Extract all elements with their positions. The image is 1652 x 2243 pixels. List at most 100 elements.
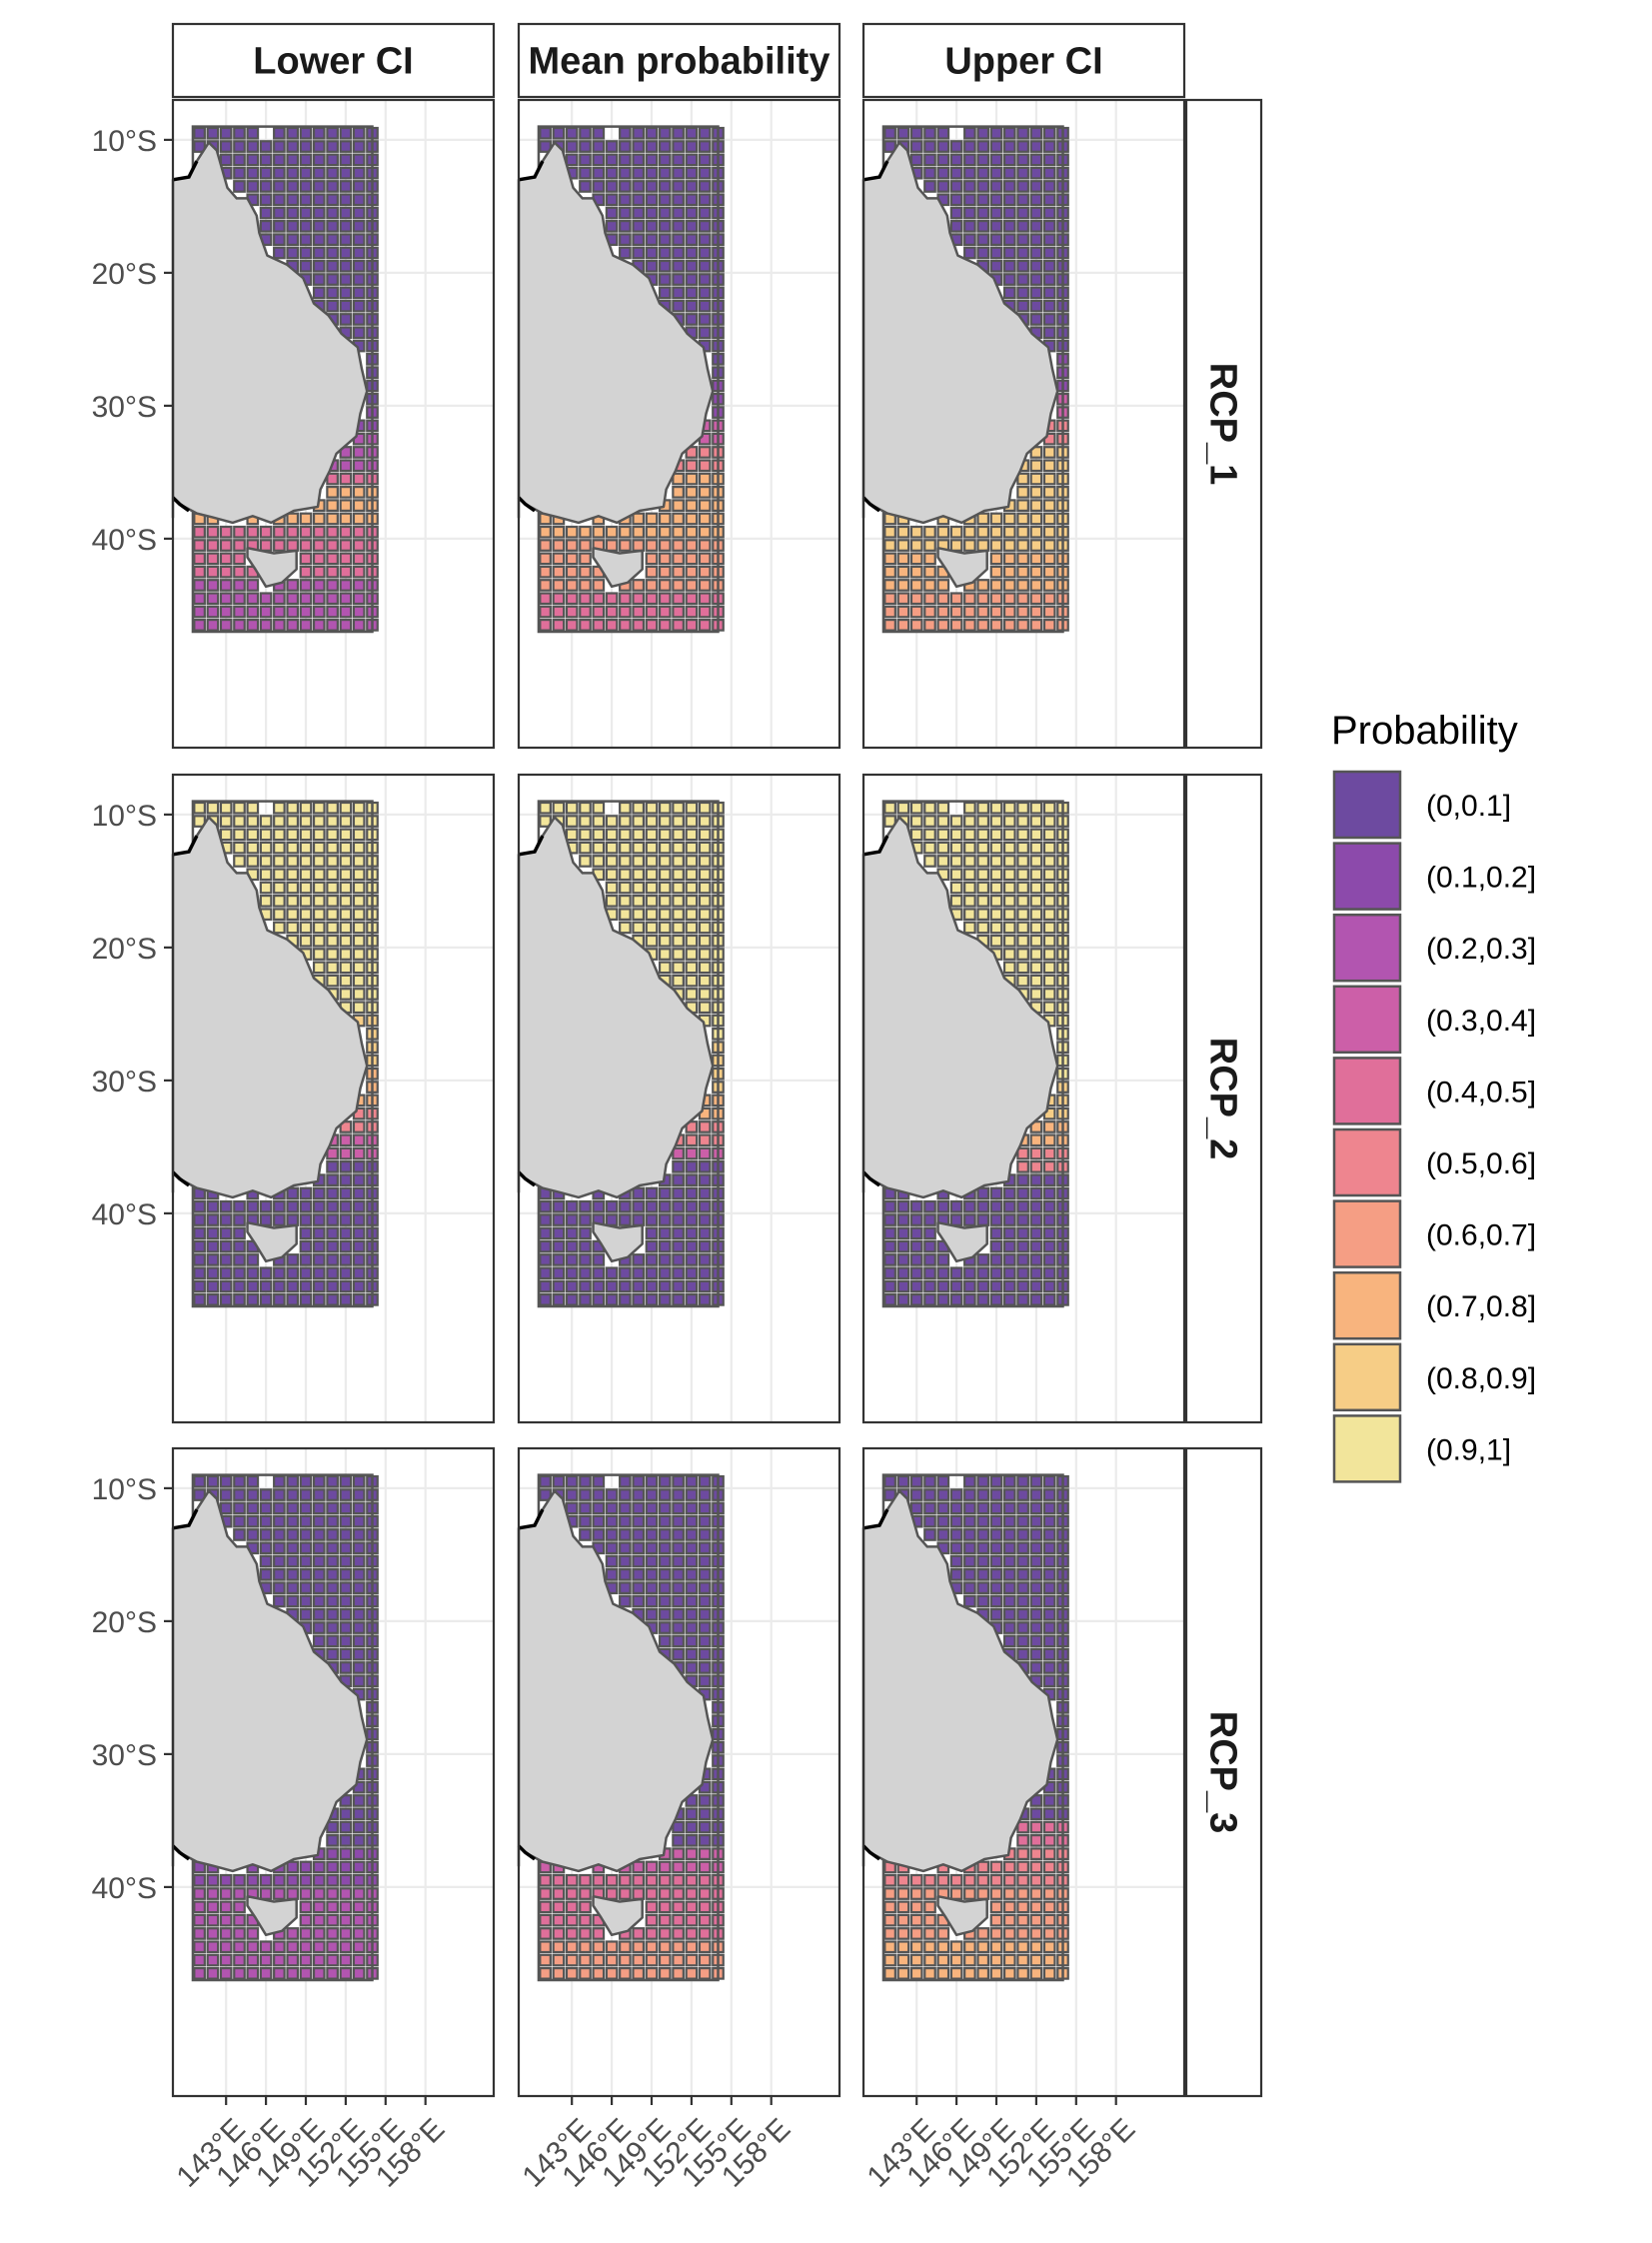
grid-cell — [605, 539, 619, 552]
grid-cell — [299, 1581, 313, 1595]
grid-cell — [936, 618, 950, 632]
grid-cell — [273, 539, 286, 552]
grid-cell — [698, 1661, 712, 1674]
grid-cell — [219, 140, 233, 153]
grid-cell — [883, 126, 896, 140]
grid-cell — [698, 1940, 712, 1954]
grid-cell — [896, 1266, 910, 1280]
grid-cell — [949, 881, 963, 895]
grid-cell — [658, 1913, 672, 1927]
grid-cell — [312, 220, 326, 233]
grid-cell — [619, 126, 632, 140]
grid-cell — [219, 1501, 233, 1515]
grid-cell — [936, 1474, 950, 1488]
grid-cell — [685, 539, 699, 552]
grid-cell — [1016, 1913, 1029, 1927]
grid-cell — [1029, 1226, 1043, 1240]
grid-cell — [658, 1634, 672, 1648]
grid-cell — [312, 552, 326, 566]
grid-cell — [246, 592, 260, 606]
grid-cell — [698, 1159, 712, 1173]
grid-cell — [206, 1213, 220, 1226]
grid-cell — [923, 1199, 936, 1213]
grid-cell — [698, 193, 712, 207]
grid-cell — [592, 1873, 606, 1887]
grid-cell — [273, 605, 286, 619]
grid-cell — [632, 828, 646, 842]
grid-cell — [565, 815, 579, 828]
grid-cell — [963, 1292, 976, 1306]
grid-cell — [883, 539, 896, 552]
grid-cell — [923, 841, 936, 855]
grid-cell — [352, 1213, 366, 1226]
panel-border — [861, 773, 1186, 1424]
grid-cell — [193, 1966, 206, 1980]
grid-cell — [909, 801, 923, 815]
grid-cell — [259, 1873, 273, 1887]
grid-cell — [949, 193, 963, 207]
grid-cell — [352, 1873, 366, 1887]
grid-cell — [1029, 565, 1043, 579]
grid-cell — [698, 539, 712, 552]
grid-cell — [672, 259, 685, 273]
grid-cell — [976, 1873, 990, 1887]
grid-cell — [339, 1146, 353, 1160]
grid-cell — [883, 1253, 896, 1266]
y-tick-label: 10°S — [92, 800, 157, 833]
grid-cell — [1016, 1146, 1029, 1160]
grid-cell — [658, 233, 672, 246]
grid-cell — [949, 1873, 963, 1887]
grid-cell — [949, 166, 963, 180]
grid-cell — [672, 1186, 685, 1200]
grid-cell — [1002, 618, 1016, 632]
grid-cell — [949, 153, 963, 167]
grid-cell — [339, 459, 353, 473]
grid-cell — [565, 1279, 579, 1293]
grid-cell — [698, 605, 712, 619]
grid-cell — [989, 166, 1003, 180]
grid-cell — [672, 1581, 685, 1595]
grid-cell — [963, 855, 976, 868]
grid-cell — [1042, 961, 1056, 975]
grid-cell — [923, 1528, 936, 1541]
grid-cell — [672, 1226, 685, 1240]
grid-cell — [605, 1292, 619, 1306]
grid-cell — [963, 180, 976, 193]
grid-cell — [579, 1292, 592, 1306]
legend-key — [1332, 1127, 1402, 1197]
grid-cell — [1016, 539, 1029, 552]
grid-cell — [259, 1887, 273, 1900]
grid-cell — [552, 525, 566, 539]
grid-cell — [352, 166, 366, 180]
grid-cell — [273, 881, 286, 895]
grid-cell — [605, 828, 619, 842]
grid-cell — [273, 1514, 286, 1528]
grid-cell — [605, 855, 619, 868]
grid-cell — [552, 1474, 566, 1488]
grid-cell — [326, 974, 339, 988]
grid-cell — [1016, 592, 1029, 606]
tasmania-shape — [936, 1894, 988, 1937]
facet-strips: Lower CI Mean probability Upper CIRCP_1RCP… — [171, 22, 1263, 2098]
grid-cell — [632, 1927, 646, 1940]
grid-cell — [592, 579, 606, 592]
grid-cell — [1042, 908, 1056, 922]
grid-cell — [339, 841, 353, 855]
grid-cell — [326, 1501, 339, 1515]
grid-cell — [883, 618, 896, 632]
grid-cell — [645, 233, 659, 246]
strip-box — [1184, 1446, 1263, 2098]
grid-cell — [989, 1239, 1003, 1253]
grid-cell — [896, 552, 910, 566]
grid-cell — [352, 259, 366, 273]
grid-cell — [1016, 868, 1029, 882]
grid-cell — [246, 579, 260, 592]
mainland-shape — [517, 816, 715, 1199]
grid-cell — [619, 828, 632, 842]
grid-cell — [273, 1279, 286, 1293]
grid-cell — [1016, 1820, 1029, 1834]
grid-cell — [312, 166, 326, 180]
grid-cell — [1029, 605, 1043, 619]
grid-cell — [352, 472, 366, 486]
grid-cell — [698, 1541, 712, 1555]
